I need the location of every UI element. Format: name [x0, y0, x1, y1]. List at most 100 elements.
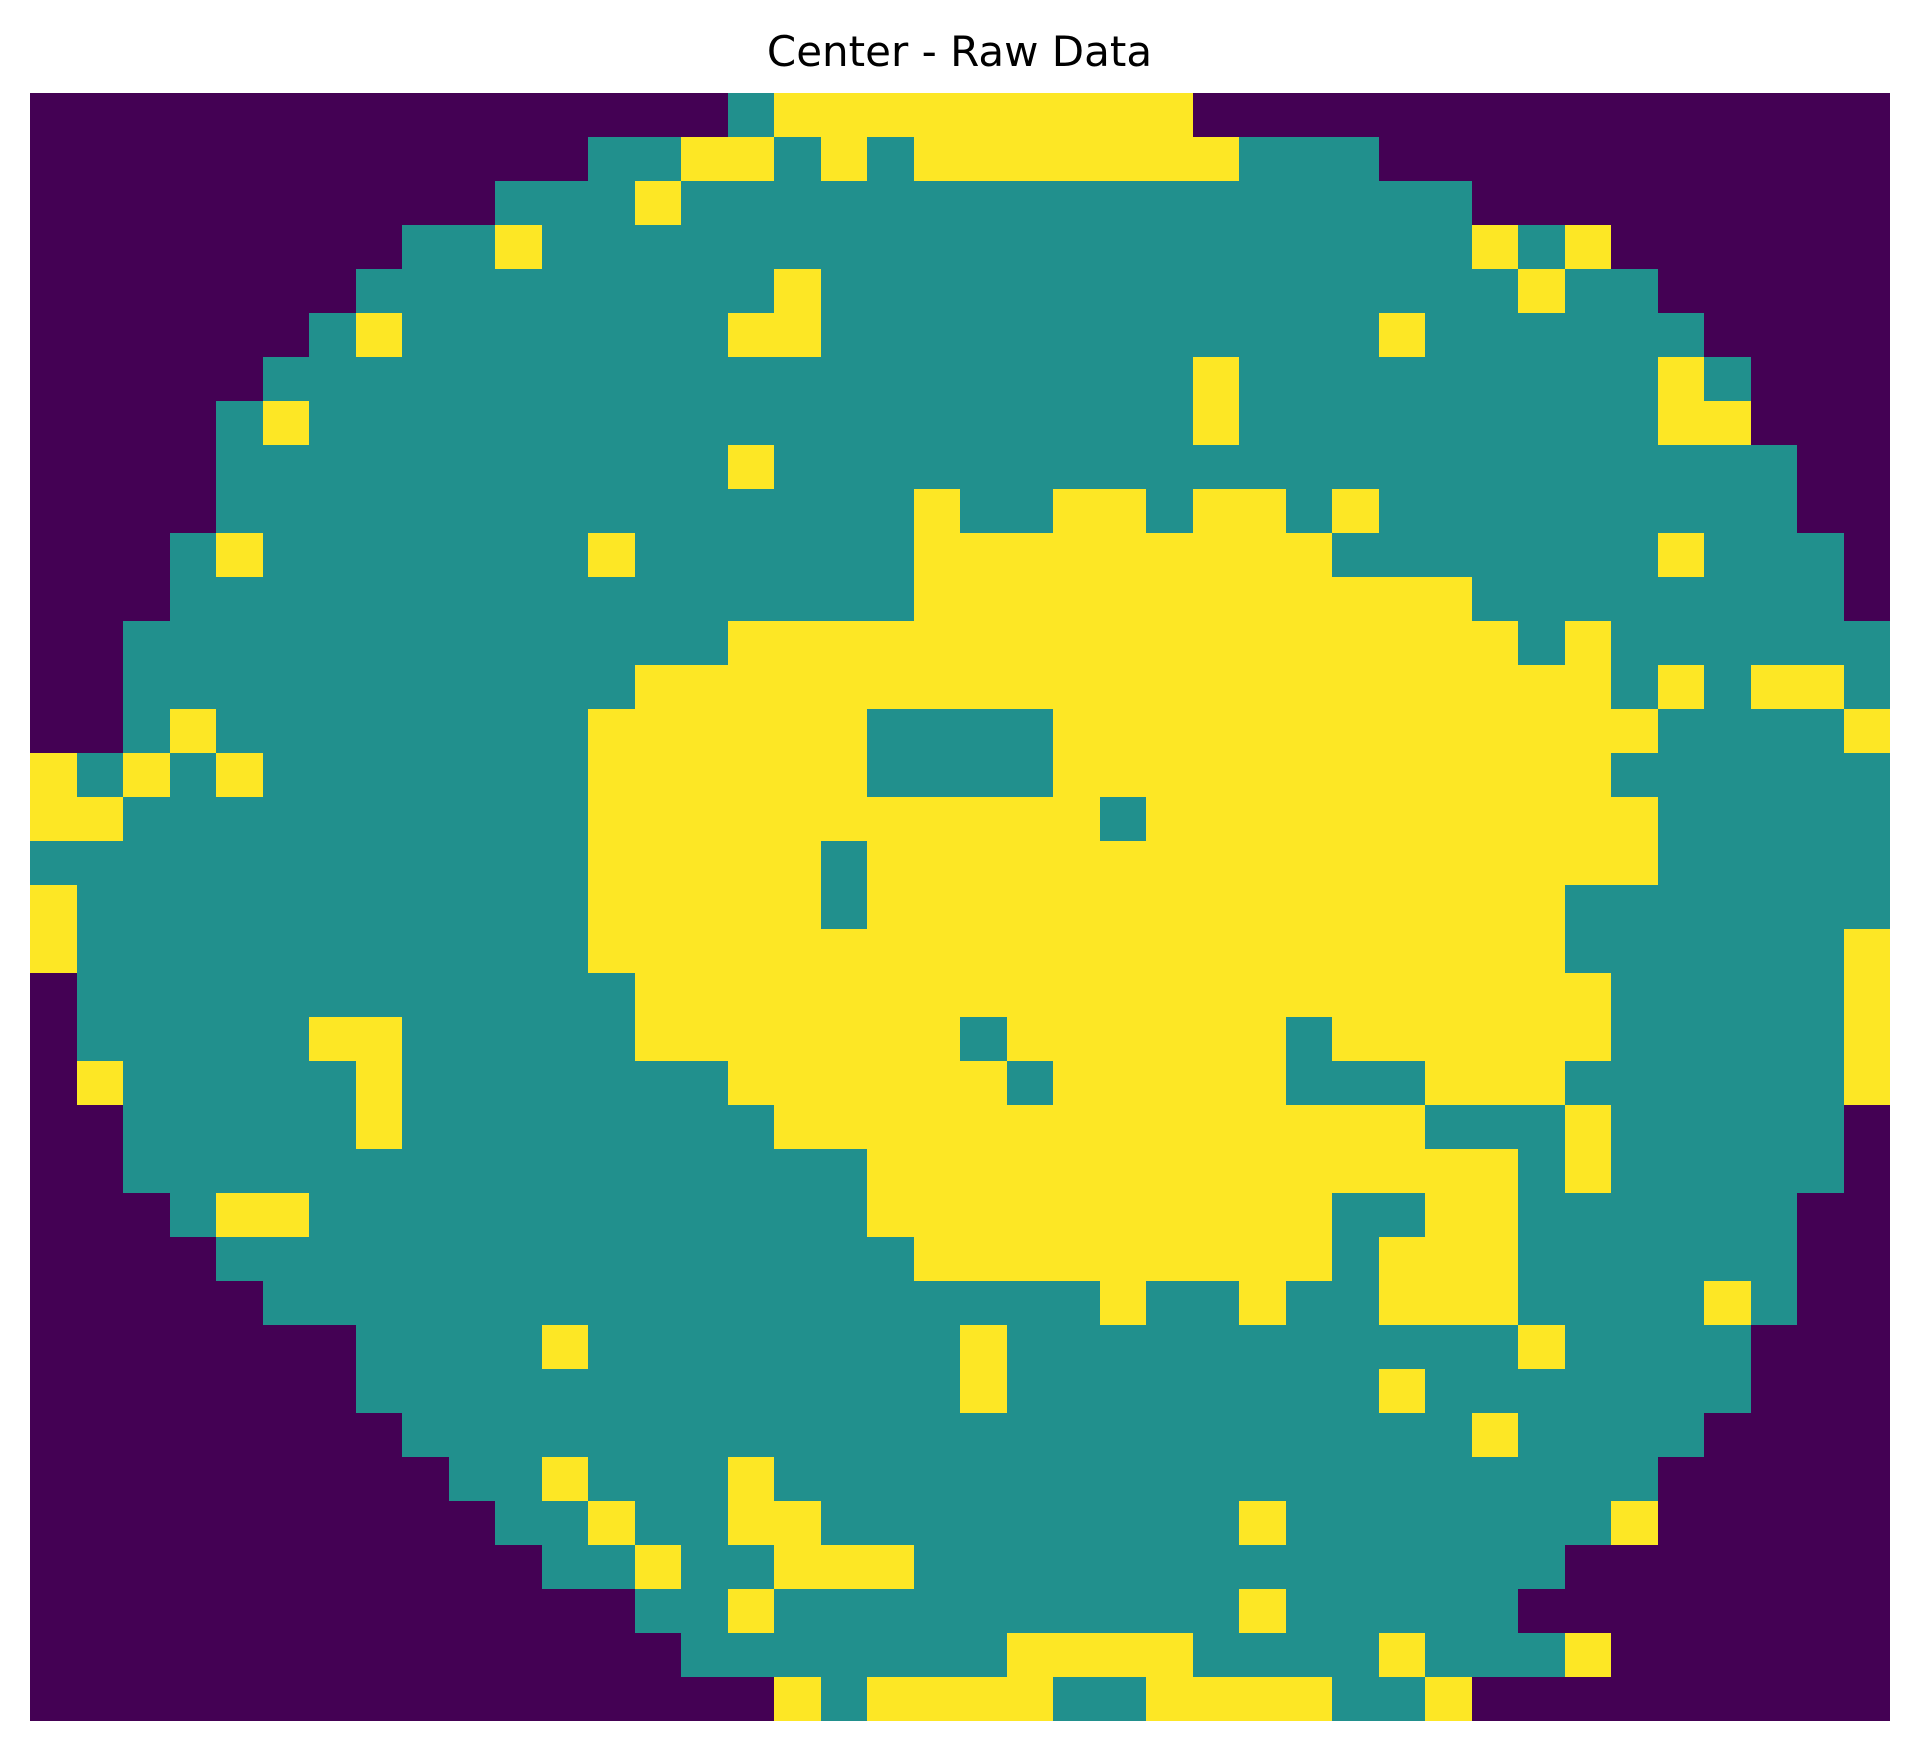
heatmap-cell [123, 357, 170, 401]
heatmap-cell [1146, 181, 1193, 225]
heatmap-cell [495, 357, 542, 401]
heatmap-cell [1844, 1237, 1890, 1281]
heatmap-cell [1146, 841, 1193, 885]
heatmap-cell [1193, 841, 1239, 885]
heatmap-cell [170, 1545, 216, 1589]
heatmap-cell [681, 797, 728, 841]
heatmap-cell [1100, 1017, 1146, 1061]
heatmap-cell [309, 1193, 356, 1237]
heatmap-cell [123, 93, 170, 137]
heatmap-cell [1611, 841, 1658, 885]
heatmap-cell [170, 533, 216, 577]
heatmap-cell [774, 709, 821, 753]
heatmap-cell [356, 1281, 402, 1325]
heatmap-cell [123, 1325, 170, 1369]
heatmap-cell [774, 1061, 821, 1105]
heatmap-cell [1704, 533, 1751, 577]
heatmap-cell [123, 137, 170, 181]
heatmap-cell [821, 489, 867, 533]
heatmap-cell [263, 1281, 309, 1325]
heatmap-cell [542, 1105, 588, 1149]
heatmap-cell [1332, 181, 1379, 225]
heatmap-cell [1751, 973, 1797, 1017]
heatmap-cell [728, 93, 774, 137]
heatmap-cell [1286, 137, 1332, 181]
heatmap-cell [681, 1369, 728, 1413]
heatmap-cell [449, 1633, 495, 1677]
heatmap-cell [588, 621, 635, 665]
heatmap-cell [1007, 1501, 1053, 1545]
heatmap-cell [216, 489, 263, 533]
heatmap-cell [1518, 137, 1565, 181]
heatmap-cell [1611, 973, 1658, 1017]
heatmap-cell [1797, 313, 1844, 357]
heatmap-cell [1286, 709, 1332, 753]
heatmap-cell [1844, 1061, 1890, 1105]
heatmap-cell [449, 1501, 495, 1545]
heatmap-cell [1844, 1501, 1890, 1545]
heatmap-cell [1844, 709, 1890, 753]
heatmap-cell [1611, 533, 1658, 577]
heatmap-cell [1100, 1281, 1146, 1325]
heatmap-cell [123, 181, 170, 225]
heatmap-cell [1844, 1413, 1890, 1457]
heatmap-cell [1193, 137, 1239, 181]
heatmap-cell [1844, 1633, 1890, 1677]
heatmap-cell [1053, 269, 1100, 313]
heatmap-cell [1751, 1501, 1797, 1545]
heatmap-cell [960, 709, 1007, 753]
heatmap-cell [1704, 137, 1751, 181]
heatmap-cell [867, 577, 914, 621]
heatmap-cell [77, 1413, 123, 1457]
heatmap-cell [1751, 1105, 1797, 1149]
heatmap-cell [30, 313, 77, 357]
heatmap-cell [635, 621, 681, 665]
heatmap-cell [1518, 1105, 1565, 1149]
heatmap-cell [1658, 1281, 1704, 1325]
heatmap-cell [728, 1017, 774, 1061]
heatmap-cell [1658, 1017, 1704, 1061]
heatmap-cell [309, 753, 356, 797]
heatmap-cell [914, 929, 960, 973]
heatmap-cell [867, 137, 914, 181]
heatmap-cell [1379, 489, 1425, 533]
heatmap-cell [1193, 973, 1239, 1017]
heatmap-cell [170, 665, 216, 709]
heatmap-cell [821, 93, 867, 137]
heatmap-cell [960, 181, 1007, 225]
heatmap-cell [1100, 1193, 1146, 1237]
heatmap-cell [1472, 533, 1518, 577]
heatmap-cell [1193, 1237, 1239, 1281]
heatmap-cell [1658, 709, 1704, 753]
heatmap-cell [1565, 1589, 1611, 1633]
heatmap-cell [1658, 1369, 1704, 1413]
heatmap-cell [309, 269, 356, 313]
heatmap-cell [960, 445, 1007, 489]
heatmap-cell [1193, 93, 1239, 137]
heatmap-cell [1286, 357, 1332, 401]
heatmap-cell [821, 445, 867, 489]
heatmap-cell [728, 1545, 774, 1589]
heatmap-cell [1658, 929, 1704, 973]
heatmap-cell [1332, 1193, 1379, 1237]
heatmap-cell [1239, 93, 1286, 137]
heatmap-cell [1472, 621, 1518, 665]
heatmap-cell [402, 1369, 449, 1413]
heatmap-cell [309, 885, 356, 929]
heatmap-cell [449, 1413, 495, 1457]
heatmap-cell [1658, 1061, 1704, 1105]
heatmap-cell [728, 753, 774, 797]
heatmap-cell [1518, 1677, 1565, 1721]
heatmap-cell [821, 1501, 867, 1545]
heatmap-cell [1379, 1457, 1425, 1501]
heatmap-cell [867, 225, 914, 269]
heatmap-cell [1286, 973, 1332, 1017]
heatmap-cell [216, 1369, 263, 1413]
heatmap-cell [1472, 1633, 1518, 1677]
heatmap-cell [1472, 489, 1518, 533]
heatmap-cell [1844, 313, 1890, 357]
heatmap-cell [123, 973, 170, 1017]
heatmap-cell [1425, 1281, 1472, 1325]
heatmap-cell [77, 489, 123, 533]
heatmap-cell [1007, 489, 1053, 533]
